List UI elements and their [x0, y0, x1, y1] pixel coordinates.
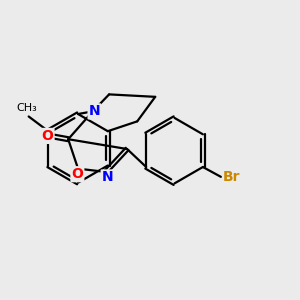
Text: O: O	[71, 167, 83, 181]
Text: CH₃: CH₃	[16, 103, 38, 113]
Text: Br: Br	[223, 170, 240, 184]
Text: O: O	[42, 129, 53, 143]
Text: N: N	[88, 104, 100, 118]
Text: N: N	[102, 170, 113, 184]
